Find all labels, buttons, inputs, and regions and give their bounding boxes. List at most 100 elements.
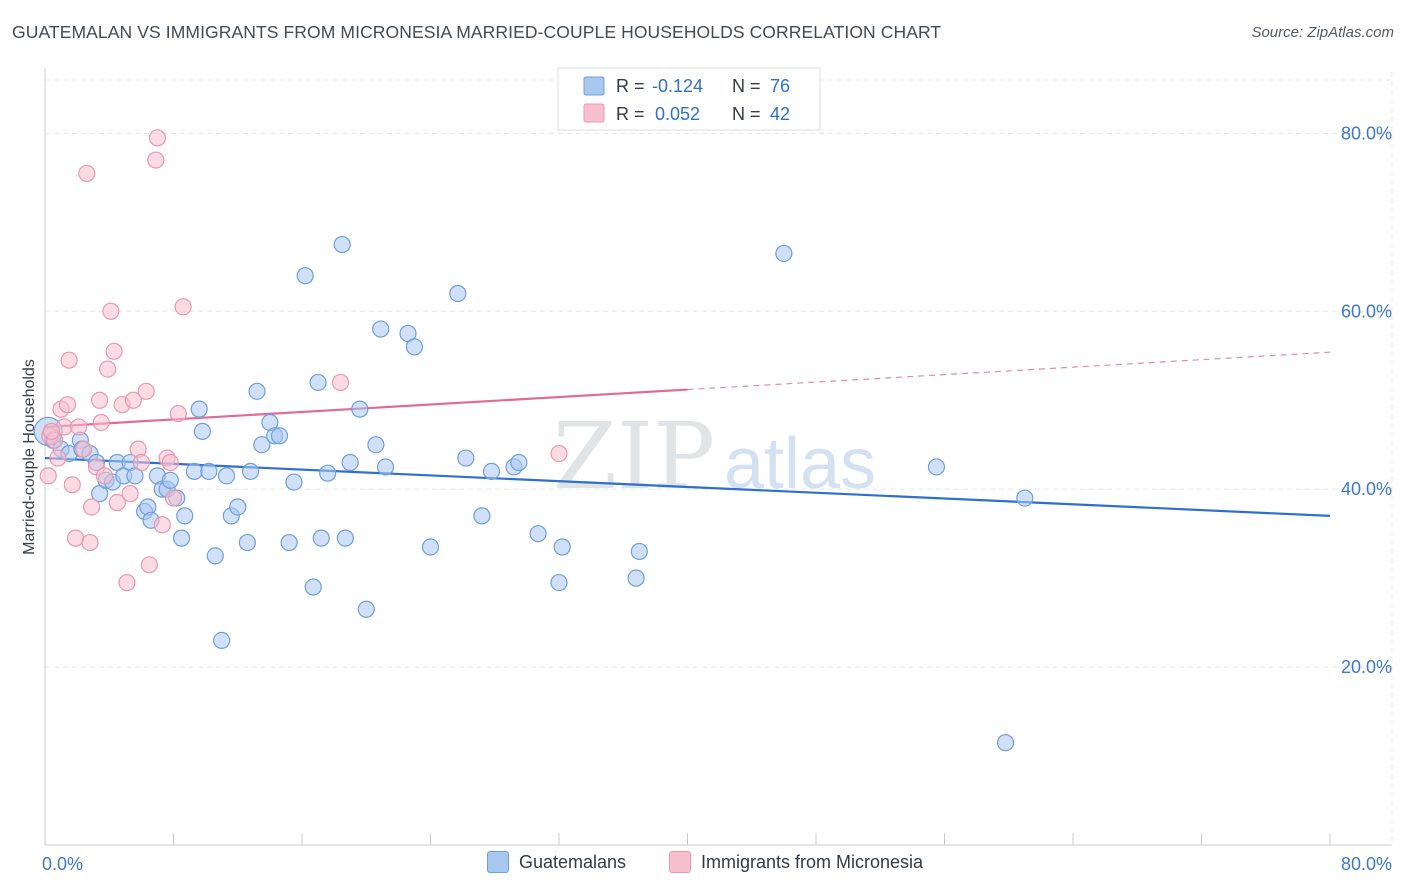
point-guatemalans-44	[304, 578, 322, 596]
point-micronesia-8	[63, 476, 81, 494]
x-tick-label-max: 80.0%	[1341, 854, 1392, 874]
point-guatemalans-69	[630, 542, 648, 561]
legend-swatch-guatemalans	[583, 76, 605, 96]
point-micronesia-10	[70, 418, 88, 436]
point-guatemalans-71	[927, 458, 946, 476]
point-guatemalans-68	[627, 569, 645, 587]
point-guatemalans-29	[206, 547, 224, 565]
point-guatemalans-61	[473, 507, 491, 525]
point-micronesia-20	[102, 302, 120, 320]
legend-n-value-1: 76	[770, 76, 790, 96]
point-guatemalans-48	[333, 235, 351, 254]
point-micronesia-18	[95, 467, 114, 485]
point-micronesia-9	[66, 529, 85, 547]
point-micronesia-26	[124, 391, 142, 409]
point-micronesia-17	[92, 413, 110, 432]
point-guatemalans-70	[775, 244, 793, 263]
point-micronesia-19	[99, 360, 117, 378]
x-tick-label-min: 0.0%	[42, 854, 83, 874]
point-guatemalans-42	[285, 473, 303, 491]
point-micronesia-28	[132, 453, 150, 472]
point-micronesia-38	[174, 298, 192, 316]
point-micronesia-41	[42, 422, 61, 440]
point-micronesia-39	[331, 373, 350, 392]
point-micronesia-29	[137, 382, 155, 400]
data-points	[33, 129, 1034, 752]
point-guatemalans-45	[309, 373, 327, 392]
point-micronesia-22	[108, 493, 126, 512]
point-guatemalans-60	[457, 449, 475, 467]
legend-r-value-2: 0.052	[655, 104, 700, 124]
chart-source: Source: ZipAtlas.com	[1251, 24, 1394, 41]
point-guatemalans-43	[296, 267, 314, 285]
point-guatemalans-62	[482, 462, 501, 480]
point-guatemalans-35	[242, 462, 260, 480]
watermark-zip: ZIP	[553, 403, 715, 510]
trend-line-micronesia-extrapolated	[687, 351, 1331, 391]
point-guatemalans-28	[200, 462, 218, 480]
point-micronesia-11	[74, 440, 93, 458]
legend-r-value-1: -0.124	[652, 76, 703, 96]
legend-series: Guatemalans Immigrants from Micronesia	[0, 851, 1406, 877]
point-guatemalans-49	[336, 529, 354, 547]
point-micronesia-40	[550, 445, 568, 463]
point-guatemalans-50	[341, 453, 359, 472]
legend-swatch-micronesia-bottom	[669, 851, 691, 873]
y-tick-label-0: 20.0%	[1341, 657, 1392, 677]
chart-title: GUATEMALAN VS IMMIGRANTS FROM MICRONESIA…	[12, 22, 942, 42]
point-guatemalans-21	[161, 471, 179, 489]
point-guatemalans-27	[193, 422, 212, 440]
point-guatemalans-54	[372, 320, 390, 338]
point-guatemalans-66	[550, 573, 568, 592]
trend-line-guatemalans	[44, 456, 1331, 517]
point-guatemalans-64	[510, 453, 528, 472]
point-micronesia-24	[118, 573, 136, 592]
point-guatemalans-36	[248, 382, 266, 400]
y-tick-label-2: 60.0%	[1341, 301, 1392, 321]
point-micronesia-36	[164, 489, 183, 507]
point-guatemalans-52	[357, 600, 375, 618]
point-micronesia-33	[153, 516, 171, 534]
point-guatemalans-55	[376, 458, 395, 476]
legend-n-value-2: 42	[770, 104, 790, 124]
point-guatemalans-59	[449, 284, 467, 303]
legend-r-label-1: R =	[616, 76, 645, 96]
legend-label-guatemalans: Guatemalans	[519, 851, 627, 872]
point-guatemalans-65	[529, 525, 547, 543]
point-guatemalans-30	[213, 631, 231, 650]
point-micronesia-16	[91, 391, 109, 409]
point-guatemalans-53	[367, 436, 385, 454]
point-guatemalans-57	[405, 338, 424, 356]
point-guatemalans-26	[190, 400, 208, 418]
point-micronesia-25	[121, 485, 139, 503]
axes	[44, 68, 1392, 846]
legend-item-guatemalans: Guatemalans	[487, 851, 626, 873]
point-micronesia-31	[147, 151, 165, 169]
grid-lines	[45, 72, 1393, 845]
point-guatemalans-41	[280, 533, 298, 552]
legend-correlation: R = -0.124 N = 76 R = 0.052 N = 42	[557, 67, 821, 131]
watermark: ZIP atlas	[553, 403, 876, 510]
point-guatemalans-47	[319, 464, 337, 482]
legend-swatch-guatemalans-bottom	[487, 851, 509, 873]
point-micronesia-32	[148, 129, 167, 147]
legend-n-label-2: N =	[732, 104, 761, 124]
point-guatemalans-51	[351, 400, 369, 418]
point-guatemalans-31	[217, 467, 236, 485]
point-guatemalans-40	[270, 427, 289, 445]
point-guatemalans-58	[421, 538, 440, 556]
tick-labels: 20.0% 40.0% 60.0% 80.0% 0.0% 80.0%	[42, 123, 1392, 874]
point-guatemalans-34	[238, 533, 256, 552]
point-micronesia-37	[169, 404, 187, 423]
legend-item-micronesia: Immigrants from Micronesia	[669, 851, 923, 873]
point-micronesia-6	[58, 396, 77, 414]
point-guatemalans-23	[172, 529, 191, 547]
point-guatemalans-24	[176, 507, 194, 525]
legend-label-micronesia: Immigrants from Micronesia	[701, 851, 924, 872]
point-guatemalans-46	[312, 529, 330, 547]
point-micronesia-12	[78, 164, 96, 183]
point-micronesia-0	[39, 467, 57, 485]
point-micronesia-3	[49, 449, 67, 467]
point-micronesia-13	[81, 533, 99, 552]
